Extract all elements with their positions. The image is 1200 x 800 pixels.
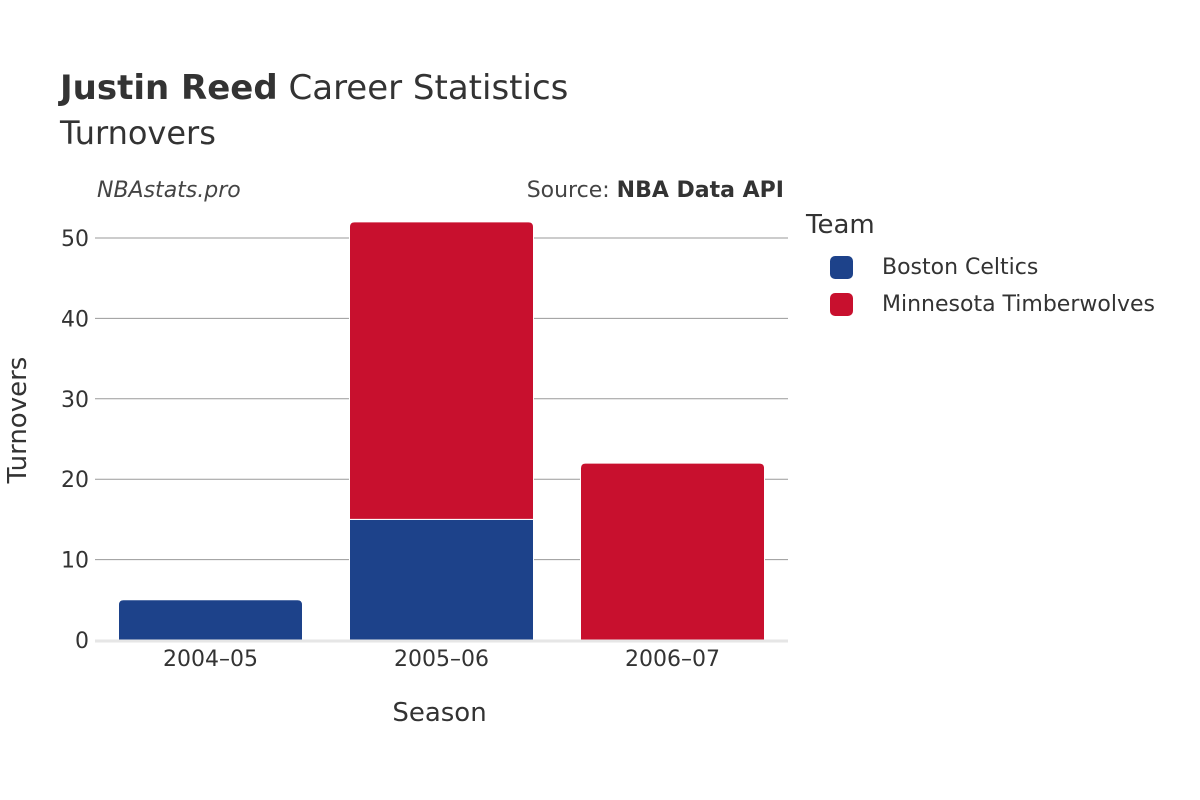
legend-swatch-minnesota-timberwolves (830, 292, 853, 316)
title-suffix: Career Statistics (277, 68, 569, 108)
legend-label: Boston Celtics (882, 254, 1039, 280)
source-credit: Source: NBA Data API (527, 178, 784, 203)
legend-swatch-boston-celtics (830, 255, 853, 279)
legend-item-minnesota-timberwolves[interactable]: Minnesota Timberwolves (830, 289, 1155, 319)
bar-minnesota-timberwolves (580, 462, 765, 641)
x-tick-label: 2004–05 (163, 647, 258, 672)
legend-item-boston-celtics[interactable]: Boston Celtics (830, 252, 1038, 282)
bar-boston-celtics (118, 599, 303, 641)
chart-title: Justin Reed Career Statistics (60, 68, 568, 108)
y-tick-label: 20 (61, 468, 89, 493)
source-prefix: Source: (526, 178, 617, 203)
y-tick-label: 0 (75, 629, 89, 654)
x-axis-title: Season (392, 698, 486, 728)
y-tick-label: 30 (61, 388, 89, 413)
y-axis-title: Turnovers (3, 357, 33, 485)
y-tick-label: 10 (61, 549, 89, 574)
legend-title: Team (806, 210, 875, 240)
source-name: NBA Data API (616, 178, 784, 203)
player-name: Justin Reed (60, 68, 278, 108)
bar-boston-celtics (349, 518, 534, 641)
bar-minnesota-timberwolves (349, 221, 534, 520)
watermark: NBAstats.pro (97, 178, 241, 203)
x-tick-label: 2005–06 (394, 647, 489, 672)
y-tick-label: 50 (61, 227, 89, 252)
chart-subtitle: Turnovers (60, 114, 216, 152)
y-tick-label: 40 (61, 307, 89, 332)
legend-label: Minnesota Timberwolves (882, 291, 1155, 317)
x-tick-label: 2006–07 (625, 647, 720, 672)
